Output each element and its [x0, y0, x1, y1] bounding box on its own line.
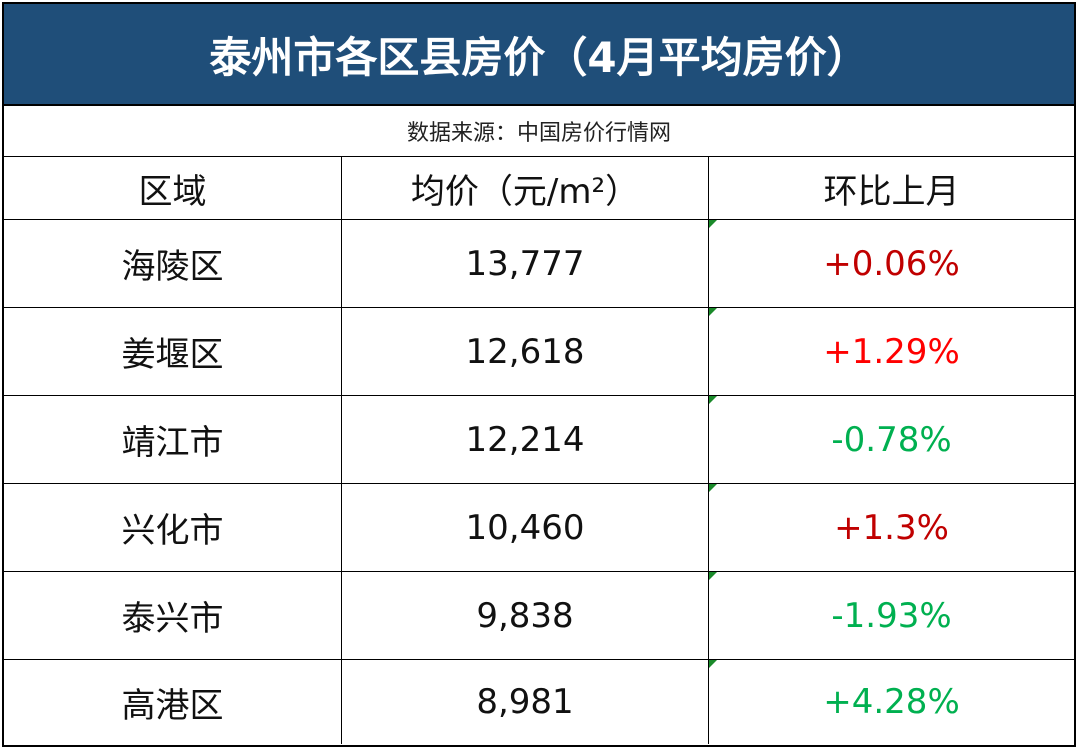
cell-marker [709, 220, 717, 228]
district: 兴化市 [4, 484, 342, 572]
column-header: 区域 [4, 157, 342, 220]
avg-price: 10,460 [342, 484, 709, 572]
district: 泰兴市 [4, 572, 342, 660]
district: 高港区 [4, 660, 342, 744]
change: +1.29% [709, 308, 1074, 396]
cell-marker [709, 308, 717, 316]
cell-marker [709, 396, 717, 404]
district: 靖江市 [4, 396, 342, 484]
change: +0.06% [709, 220, 1074, 308]
column-header: 环比上月 [709, 157, 1074, 220]
change: -0.78% [709, 396, 1074, 484]
avg-price: 12,618 [342, 308, 709, 396]
cell-marker [709, 484, 717, 492]
cell-marker [709, 572, 717, 580]
avg-price: 12,214 [342, 396, 709, 484]
title: 泰州市各区县房价（4月平均房价） [4, 4, 1074, 106]
change: +1.3% [709, 484, 1074, 572]
district: 姜堰区 [4, 308, 342, 396]
avg-price: 8,981 [342, 660, 709, 744]
district: 海陵区 [4, 220, 342, 308]
change: -1.93% [709, 572, 1074, 660]
avg-price: 13,777 [342, 220, 709, 308]
column-header: 均价（元/m²） [342, 157, 709, 220]
cell-marker [709, 660, 717, 668]
source: 数据来源：中国房价行情网 [4, 106, 1074, 157]
avg-price: 9,838 [342, 572, 709, 660]
change: +4.28% [709, 660, 1074, 744]
